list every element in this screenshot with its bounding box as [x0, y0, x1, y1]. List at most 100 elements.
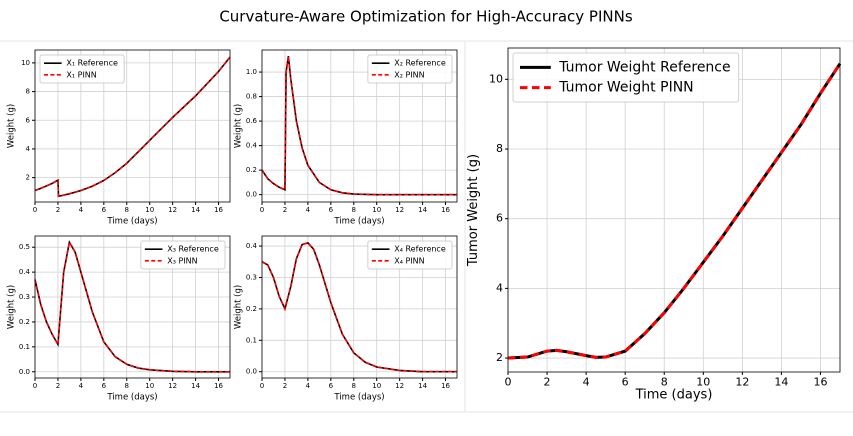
y-tick-label: 0.2: [246, 305, 257, 313]
series-line: [261, 56, 457, 196]
x-tick-label: 12: [735, 376, 749, 389]
x-tick-label: 6: [329, 206, 334, 214]
legend-box: [367, 54, 453, 84]
y-tick-label: 8: [26, 88, 30, 96]
x-tick-label: 14: [191, 382, 200, 390]
y-tick-label: 4: [26, 145, 31, 153]
legend-label: X₃ PINN: [167, 256, 197, 265]
y-tick-label: 2: [26, 174, 30, 182]
axes-frame: [507, 47, 841, 373]
y-axis-label: Weight (g): [6, 285, 16, 329]
y-tick-label: 0.0: [19, 368, 30, 376]
y-tick-label: 0.4: [246, 242, 258, 250]
x-tick-label: 12: [395, 206, 404, 214]
x-tick-label: 2: [56, 206, 60, 214]
y-tick-label: 10: [21, 59, 30, 67]
series-line: [507, 62, 842, 360]
y-tick-label: 6: [26, 116, 31, 124]
legend-label: X₂ PINN: [394, 70, 424, 79]
y-tick-label: 6: [496, 212, 503, 225]
x-tick-label: 2: [56, 382, 60, 390]
x-tick-label: 8: [352, 382, 356, 390]
x-tick-label: 6: [329, 382, 334, 390]
legend-label: X₁ Reference: [66, 59, 118, 68]
y-tick-label: 8: [496, 142, 503, 155]
y-tick-label: 0.4: [246, 142, 258, 150]
x-tick-label: 2: [544, 376, 551, 389]
y-tick-label: 10: [489, 72, 503, 85]
legend-label: X₄ PINN: [394, 256, 424, 265]
y-axis-label: Tumor Weight (g): [466, 154, 481, 267]
x-tick-label: 16: [214, 382, 223, 390]
x-tick-label: 0: [33, 382, 37, 390]
legend-label: X₂ Reference: [394, 59, 446, 68]
x-tick-label: 10: [145, 382, 154, 390]
x-tick-label: 4: [79, 206, 84, 214]
legend-box: [367, 240, 453, 270]
y-tick-label: 0.0: [246, 368, 257, 376]
x-tick-label: 16: [441, 382, 450, 390]
axes-frame: [261, 235, 458, 379]
x-tick-label: 12: [168, 206, 177, 214]
y-tick-label: 2: [496, 351, 503, 364]
axes-frame: [34, 49, 231, 203]
x-tick-label: 14: [418, 206, 427, 214]
x-tick-label: 10: [145, 206, 154, 214]
y-tick-label: 0.3: [246, 273, 257, 281]
x-tick-label: 6: [102, 382, 107, 390]
x-axis-label: Time (days): [333, 393, 384, 403]
x-axis-label: Time (days): [333, 217, 384, 227]
axes-frame: [261, 49, 458, 203]
x-tick-label: 14: [418, 382, 427, 390]
x-tick-label: 0: [33, 206, 37, 214]
legend-label: X₃ Reference: [167, 245, 219, 254]
x-tick-label: 16: [441, 206, 450, 214]
legend-box: [512, 52, 740, 103]
x-tick-label: 4: [306, 382, 311, 390]
x-tick-label: 4: [583, 376, 590, 389]
axes-frame: [34, 235, 231, 379]
y-tick-label: 0.1: [19, 343, 30, 351]
x-tick-label: 14: [774, 376, 788, 389]
y-axis-label: Weight (g): [233, 104, 243, 148]
x-tick-label: 8: [125, 382, 129, 390]
x-tick-label: 14: [191, 206, 200, 214]
x-axis-label: Time (days): [106, 393, 157, 403]
legend-label: X₄ Reference: [394, 245, 446, 254]
legend-box: [140, 240, 226, 270]
x-tick-label: 0: [260, 382, 264, 390]
x-tick-label: 6: [102, 206, 107, 214]
legend-label: Tumor Weight PINN: [558, 80, 693, 96]
y-tick-label: 0.8: [246, 93, 257, 101]
y-tick-label: 0.3: [19, 293, 30, 301]
x-tick-label: 2: [283, 206, 287, 214]
y-tick-label: 0.6: [246, 117, 258, 125]
x-tick-label: 4: [306, 206, 311, 214]
y-tick-label: 0.2: [246, 166, 257, 174]
y-tick-label: 0.2: [19, 318, 30, 326]
x-tick-label: 16: [813, 376, 827, 389]
series-line: [34, 239, 230, 373]
x-axis-label: Time (days): [635, 388, 713, 403]
y-tick-label: 1.0: [246, 68, 257, 76]
legend-box: [39, 54, 125, 84]
x-tick-label: 16: [214, 206, 223, 214]
x-tick-label: 0: [505, 376, 512, 389]
y-tick-label: 0.1: [246, 336, 257, 344]
y-axis-label: Weight (g): [233, 285, 243, 329]
y-tick-label: 0.0: [246, 191, 257, 199]
y-tick-label: 0.4: [19, 268, 31, 276]
x-tick-label: 2: [283, 382, 287, 390]
x-tick-label: 8: [661, 376, 668, 389]
y-tick-label: 0.5: [19, 243, 30, 251]
x-tick-label: 6: [622, 376, 629, 389]
y-tick-label: 4: [496, 281, 503, 294]
x-tick-label: 4: [79, 382, 84, 390]
y-axis-label: Weight (g): [6, 104, 16, 148]
figure-title: Curvature-Aware Optimization for High-Ac…: [219, 8, 633, 26]
series-line: [261, 242, 457, 373]
x-tick-label: 0: [260, 206, 264, 214]
x-tick-label: 10: [372, 382, 381, 390]
x-tick-label: 10: [696, 376, 710, 389]
